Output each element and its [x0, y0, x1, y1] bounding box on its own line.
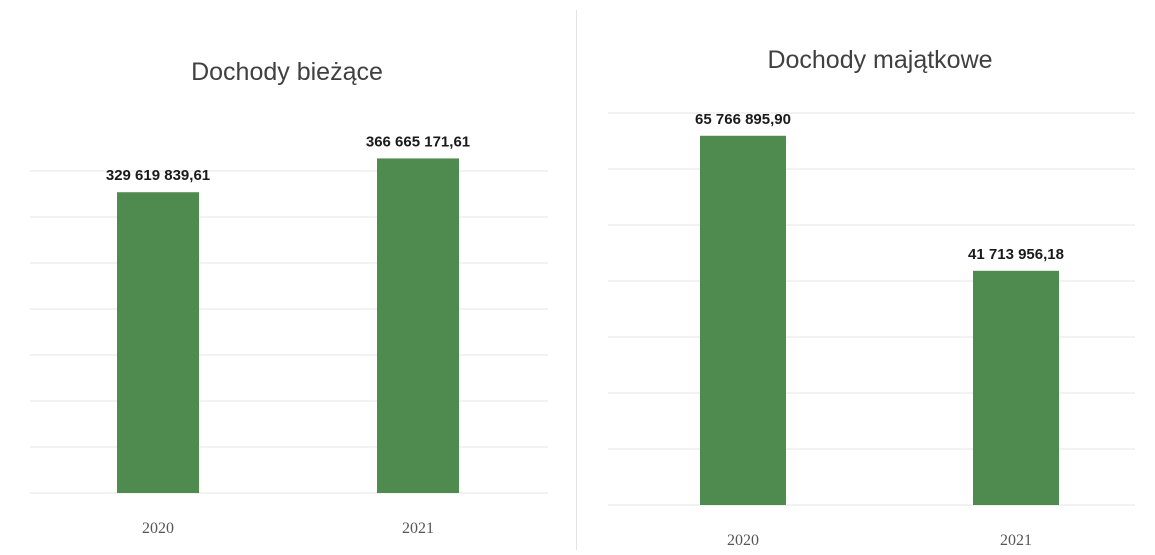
chart-panel-property-income: Dochody majątkowe 65 766 895,90 2020 41 71…: [580, 0, 1155, 555]
x-tick-label: 2021: [1000, 532, 1032, 549]
chart-title: Dochody majątkowe: [767, 46, 992, 74]
panel-divider: [576, 10, 577, 550]
chart-panel-current-income: Dochody bieżące 329 619 839,61 2020 366 66…: [0, 0, 575, 555]
bar-2020: [117, 192, 199, 493]
bar-2021: [973, 270, 1059, 505]
x-tick-label: 2021: [402, 520, 434, 537]
bar-chart-property-income: Dochody majątkowe 65 766 895,90 2020 41 71…: [608, 46, 1135, 549]
bar-chart-current-income: Dochody bieżące 329 619 839,61 2020 366 66…: [30, 58, 548, 537]
chart-title: Dochody bieżące: [191, 58, 383, 86]
x-tick-label: 2020: [727, 532, 759, 549]
data-label: 366 665 171,61: [366, 133, 470, 150]
bar-2020: [700, 135, 786, 505]
data-label: 329 619 839,61: [106, 167, 210, 184]
bar-2021: [377, 158, 459, 493]
data-label: 41 713 956,18: [968, 246, 1064, 263]
data-label: 65 766 895,90: [695, 111, 791, 128]
x-tick-label: 2020: [142, 520, 174, 537]
